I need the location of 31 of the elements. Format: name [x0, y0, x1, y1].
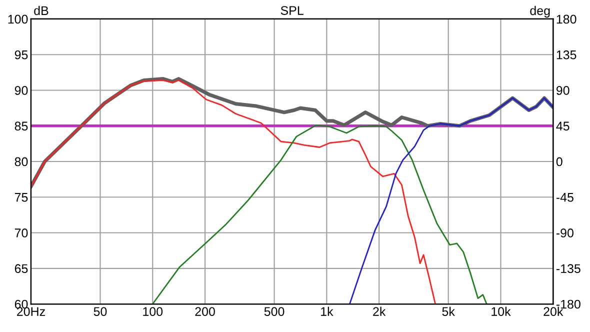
y-tick-label: 70	[14, 228, 28, 238]
y2-tick-label: 135	[556, 50, 576, 60]
y-axis-title: dB	[34, 6, 48, 16]
x-tick-label: 200	[195, 307, 215, 316]
y2-tick-label: 90	[556, 86, 570, 95]
y2-tick-label: 45	[556, 122, 570, 131]
x-tick-label: 1k	[321, 306, 334, 316]
x-tick-label: 2k	[373, 306, 386, 316]
y2-tick-label: -180	[556, 300, 580, 309]
y-tick-label: 100	[8, 14, 28, 24]
y2-tick-label: -135	[556, 264, 580, 274]
x-tick-label: 5k	[442, 306, 455, 316]
chart-title: SPL	[280, 6, 304, 15]
y-tick-label: 75	[14, 193, 28, 202]
x-tick-label: 50	[94, 307, 107, 316]
x-tick-label: 500	[264, 307, 284, 316]
x-tick-label: 10k	[492, 306, 511, 316]
x-tick-label: 20k	[544, 306, 564, 316]
y2-tick-label: 180	[556, 14, 576, 24]
y-tick-label: 60	[14, 300, 28, 309]
y2-tick-label: -45	[556, 193, 574, 202]
y2-axis-title: deg	[530, 6, 550, 18]
y-tick-label: 85	[14, 122, 28, 131]
y2-tick-label: -90	[556, 228, 574, 238]
y-tick-label: 65	[14, 264, 28, 274]
y-tick-label: 80	[14, 157, 28, 166]
y-tick-label: 95	[14, 50, 28, 60]
x-tick-label: 100	[143, 307, 163, 316]
y-tick-label: 90	[14, 86, 28, 95]
y2-tick-label: 0	[556, 157, 562, 166]
x-tick-label: 20Hz	[17, 307, 45, 316]
